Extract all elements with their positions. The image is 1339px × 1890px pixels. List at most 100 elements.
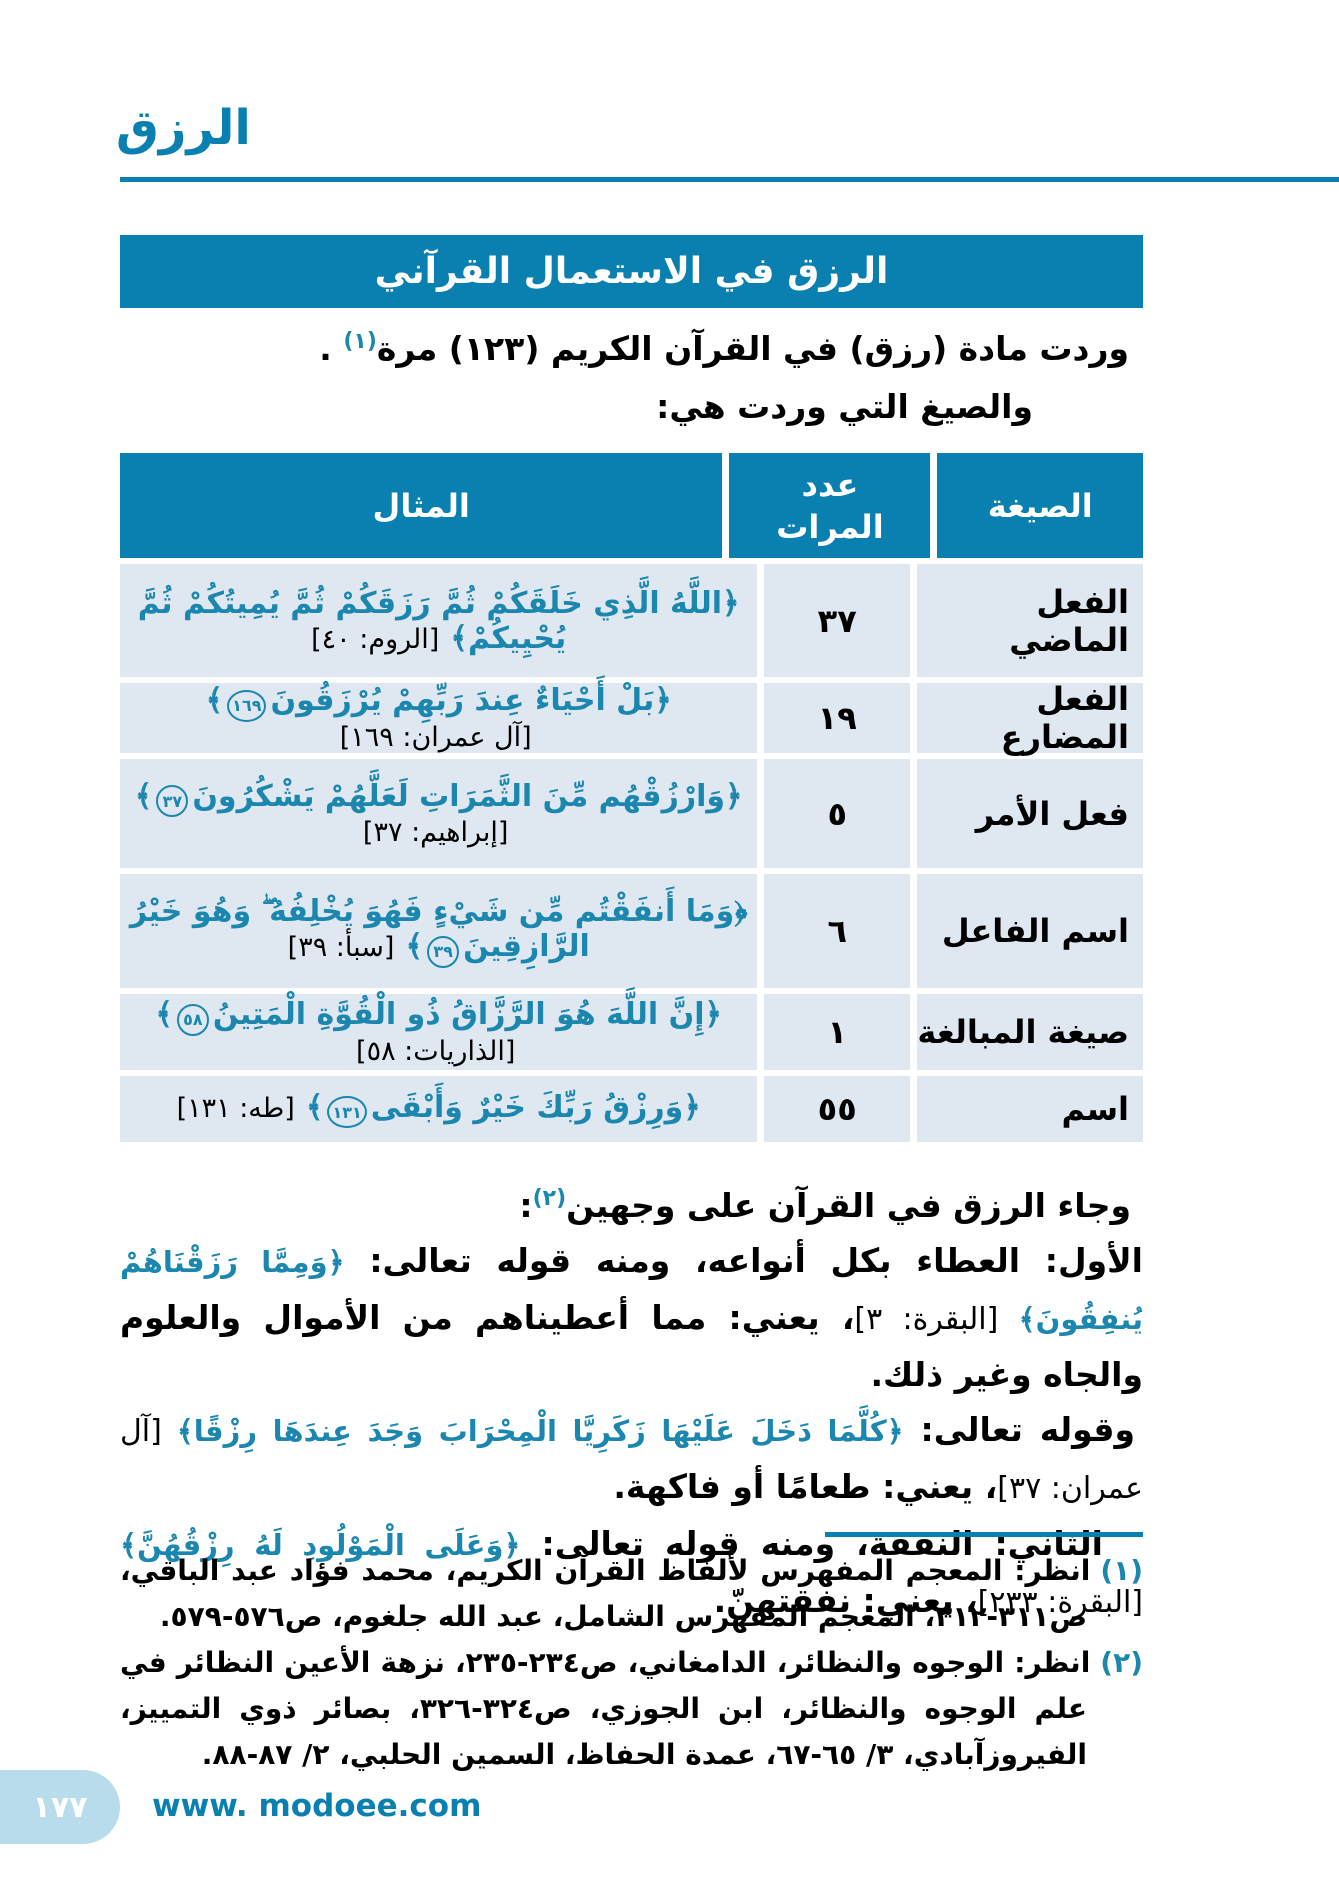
table-row: الفعل الماضي ٣٧ ﴿اللَّهُ الَّذِي خَلَقَك…	[120, 564, 1143, 677]
example-cell: ﴿اللَّهُ الَّذِي خَلَقَكُمْ ثُمَّ رَزَقَ…	[120, 564, 758, 677]
footnote-text: انظر: الوجوه والنظائر، الدامغاني، ص٢٣٤-٢…	[120, 1646, 1091, 1771]
count-cell: ٥٥	[764, 1076, 910, 1142]
footnote-marker: (١)	[1100, 1554, 1143, 1587]
inline-verse-reference: [آل عمران: ٣٧]	[120, 1414, 1143, 1506]
table-row: اسم الفاعل ٦ ﴿وَمَا أَنفَقْتُم مِّن شَيْ…	[120, 874, 1143, 988]
verse-reference: [الذاريات: ٥٨]	[356, 1035, 516, 1067]
table-row: اسم ٥٥ ﴿وَرِزْقُ رَبِّكَ خَيْرٌ وَأَبْقَ…	[120, 1076, 1143, 1142]
paragraph-text: ، يعني: نفقتهنّ.	[713, 1581, 978, 1620]
example-content: ﴿وَمَا أَنفَقْتُم مِّن شَيْءٍ فَهُوَ يُخ…	[128, 894, 749, 968]
forms-table: الصيغة عدد المرات المثال الفعل الماضي ٣٧…	[120, 453, 1143, 1142]
paragraph-text: الثاني: النفقة، ومنه قوله تعالى:	[520, 1524, 1103, 1563]
count-cell: ٥	[764, 759, 910, 868]
paragraph-second-meaning: الثاني: النفقة، ومنه قوله تعالى: ﴿وَعَلَ…	[120, 1516, 1143, 1630]
form-cell: اسم الفاعل	[916, 874, 1143, 988]
example-cell: ﴿وَمَا أَنفَقْتُم مِّن شَيْءٍ فَهُوَ يُخ…	[120, 874, 758, 988]
section-banner-title: الرزق في الاستعمال القرآني	[374, 251, 889, 292]
example-cell: ﴿وَرِزْقُ رَبِّكَ خَيْرٌ وَأَبْقَى١٣١﴾ […	[120, 1076, 758, 1142]
ayah-medallion: ٥٨	[176, 1003, 209, 1036]
verse-text: ﴿بَلْ أَحْيَاءٌ عِندَ رَبِّهِمْ يُرْزَقُ…	[270, 683, 672, 719]
paragraph-text: ، يعني: مما أعطيناهم من الأموال والعلوم …	[120, 1298, 1143, 1394]
paragraph-text: وجاء الرزق في القرآن على وجهين	[566, 1186, 1131, 1225]
inline-verse: ﴿كُلَّمَا دَخَلَ عَلَيْهَا زَكَرِيَّا ال…	[176, 1414, 904, 1448]
verse-reference: [سبأ: ٣٩]	[287, 932, 395, 964]
table-row: الفعل المضارع ١٩ ﴿بَلْ أَحْيَاءٌ عِندَ ر…	[120, 680, 1143, 756]
count-cell: ١	[764, 994, 910, 1070]
intro-line-1-text: وردت مادة (رزق) في القرآن الكريم (١٢٣) م…	[376, 329, 1129, 368]
count-cell: ١٩	[764, 683, 910, 753]
header-cell-form: الصيغة	[937, 453, 1143, 558]
verse-text: ﴿إِنَّ اللَّهَ هُوَ الرَّزَّاقُ ذُو الْق…	[212, 997, 723, 1033]
table-row: فعل الأمر ٥ ﴿وَارْزُقْهُم مِّنَ الثَّمَر…	[120, 759, 1143, 868]
example-content: ﴿وَرِزْقُ رَبِّكَ خَيْرٌ وَأَبْقَى١٣١﴾ […	[128, 1090, 749, 1129]
running-head-rule	[120, 177, 1339, 182]
verse-reference: [إبراهيم: ٣٧]	[362, 817, 509, 849]
verse-close-bracket: ﴾	[450, 620, 468, 656]
paragraph-text: ، يعني: طعامًا أو فاكهة.	[613, 1467, 998, 1506]
ayah-medallion: ١٦٩	[227, 689, 267, 722]
paragraph-end: :	[519, 1186, 533, 1225]
footnote-2: (٢) انظر: الوجوه والنظائر، الدامغاني، ص٢٣…	[120, 1640, 1143, 1778]
count-cell: ٣٧	[764, 564, 910, 677]
intro-line-2: والصيغ التي وردت هي:	[656, 387, 1033, 426]
form-cell: صيغة المبالغة	[916, 994, 1143, 1070]
footnote-1: (١) انظر: المعجم المفهرس لألفاظ القرآن ال…	[120, 1548, 1143, 1640]
footnote-ref-1: (١)	[343, 329, 377, 354]
verse-close-bracket: ﴾	[405, 929, 424, 965]
verse-text: ﴿وَرِزْقُ رَبِّكَ خَيْرٌ وَأَبْقَى	[370, 1089, 701, 1125]
inline-verse-reference: [البقرة: ٢٣٣]	[977, 1585, 1143, 1620]
example-cell: ﴿بَلْ أَحْيَاءٌ عِندَ رَبِّهِمْ يُرْزَقُ…	[120, 683, 758, 753]
paragraph-second-example: وقوله تعالى: ﴿كُلَّمَا دَخَلَ عَلَيْهَا …	[120, 1402, 1143, 1516]
paragraph-two-aspects: وجاء الرزق في القرآن على وجهين(٢):	[120, 1178, 1143, 1233]
body-paragraphs: وجاء الرزق في القرآن على وجهين(٢): الأول…	[120, 1178, 1143, 1630]
section-banner: الرزق في الاستعمال القرآني	[120, 235, 1143, 308]
header-cell-count: عدد المرات	[729, 453, 931, 558]
verse-close-bracket: ﴾	[155, 997, 173, 1033]
ayah-medallion: ٣٩	[427, 935, 460, 968]
ayah-medallion: ٣٧	[156, 785, 189, 818]
inline-verse: ﴿وَعَلَى الْمَوْلُودِ لَهُ رِزْقُهُنَّ﴾	[120, 1528, 521, 1562]
verse-text: ﴿وَمَا أَنفَقْتُم مِّن شَيْءٍ فَهُوَ يُخ…	[129, 894, 748, 965]
paragraph-text: الأول: العطاء بكل أنواعه، ومنه قوله تعال…	[344, 1241, 1143, 1280]
form-cell: الفعل الماضي	[916, 564, 1143, 677]
verse-reference: [الروم: ٤٠]	[311, 623, 440, 655]
page-number-pill: ١٧٧	[0, 1770, 120, 1844]
footnotes: (١) انظر: المعجم المفهرس لألفاظ القرآن ال…	[120, 1548, 1143, 1778]
ayah-medallion: ١٣١	[327, 1096, 367, 1129]
table-header-row: الصيغة عدد المرات المثال	[120, 453, 1143, 558]
inline-verse-reference: [البقرة: ٣]	[854, 1302, 1019, 1337]
intro-line-1: وردت مادة (رزق) في القرآن الكريم (١٢٣) م…	[120, 320, 1143, 378]
form-cell: اسم	[916, 1076, 1143, 1142]
verse-close-bracket: ﴾	[305, 1089, 324, 1125]
example-content: ﴿إِنَّ اللَّهَ هُوَ الرَّزَّاقُ ذُو الْق…	[128, 997, 749, 1067]
page-number: ١٧٧	[32, 1789, 88, 1825]
verse-close-bracket: ﴾	[134, 778, 153, 814]
verse-text: ﴿اللَّهُ الَّذِي خَلَقَكُمْ ثُمَّ رَزَقَ…	[137, 585, 740, 656]
running-head-title: الرزق	[116, 100, 251, 156]
example-content: ﴿اللَّهُ الَّذِي خَلَقَكُمْ ثُمَّ رَزَقَ…	[128, 586, 749, 656]
count-cell: ٦	[764, 874, 910, 988]
intro-line-1-end: .	[319, 329, 344, 368]
paragraph-text: وقوله تعالى:	[903, 1410, 1135, 1449]
paragraph-first-meaning: الأول: العطاء بكل أنواعه، ومنه قوله تعال…	[120, 1233, 1143, 1402]
verse-text: ﴿وَارْزُقْهُم مِّنَ الثَّمَرَاتِ لَعَلَّ…	[192, 778, 743, 814]
intro-paragraphs: وردت مادة (رزق) في القرآن الكريم (١٢٣) م…	[120, 320, 1143, 436]
form-cell: الفعل المضارع	[916, 680, 1143, 756]
footnote-marker: (٢)	[1100, 1646, 1143, 1679]
table-row: صيغة المبالغة ١ ﴿إِنَّ اللَّهَ هُوَ الرَ…	[120, 994, 1143, 1070]
footnote-ref-2: (٢)	[532, 1186, 567, 1211]
verse-reference: [آل عمران: ١٦٩]	[339, 721, 532, 753]
example-cell: ﴿إِنَّ اللَّهَ هُوَ الرَّزَّاقُ ذُو الْق…	[120, 994, 758, 1070]
example-content: ﴿وَارْزُقْهُم مِّنَ الثَّمَرَاتِ لَعَلَّ…	[128, 779, 749, 849]
inline-verse: ﴿وَمِمَّا رَزَقْنَاهُمْ يُنفِقُونَ﴾	[120, 1245, 1143, 1336]
website-link[interactable]: www. modoee.com	[152, 1788, 482, 1824]
example-cell: ﴿وَارْزُقْهُم مِّنَ الثَّمَرَاتِ لَعَلَّ…	[120, 759, 758, 868]
verse-reference: [طه: ١٣١]	[176, 1092, 295, 1124]
footnote-divider	[825, 1532, 1143, 1537]
header-cell-example: المثال	[120, 453, 723, 558]
example-content: ﴿بَلْ أَحْيَاءٌ عِندَ رَبِّهِمْ يُرْزَقُ…	[128, 683, 749, 753]
form-cell: فعل الأمر	[916, 759, 1143, 868]
footnote-text: انظر: المعجم المفهرس لألفاظ القرآن الكري…	[120, 1554, 1091, 1633]
verse-close-bracket: ﴾	[205, 683, 224, 719]
